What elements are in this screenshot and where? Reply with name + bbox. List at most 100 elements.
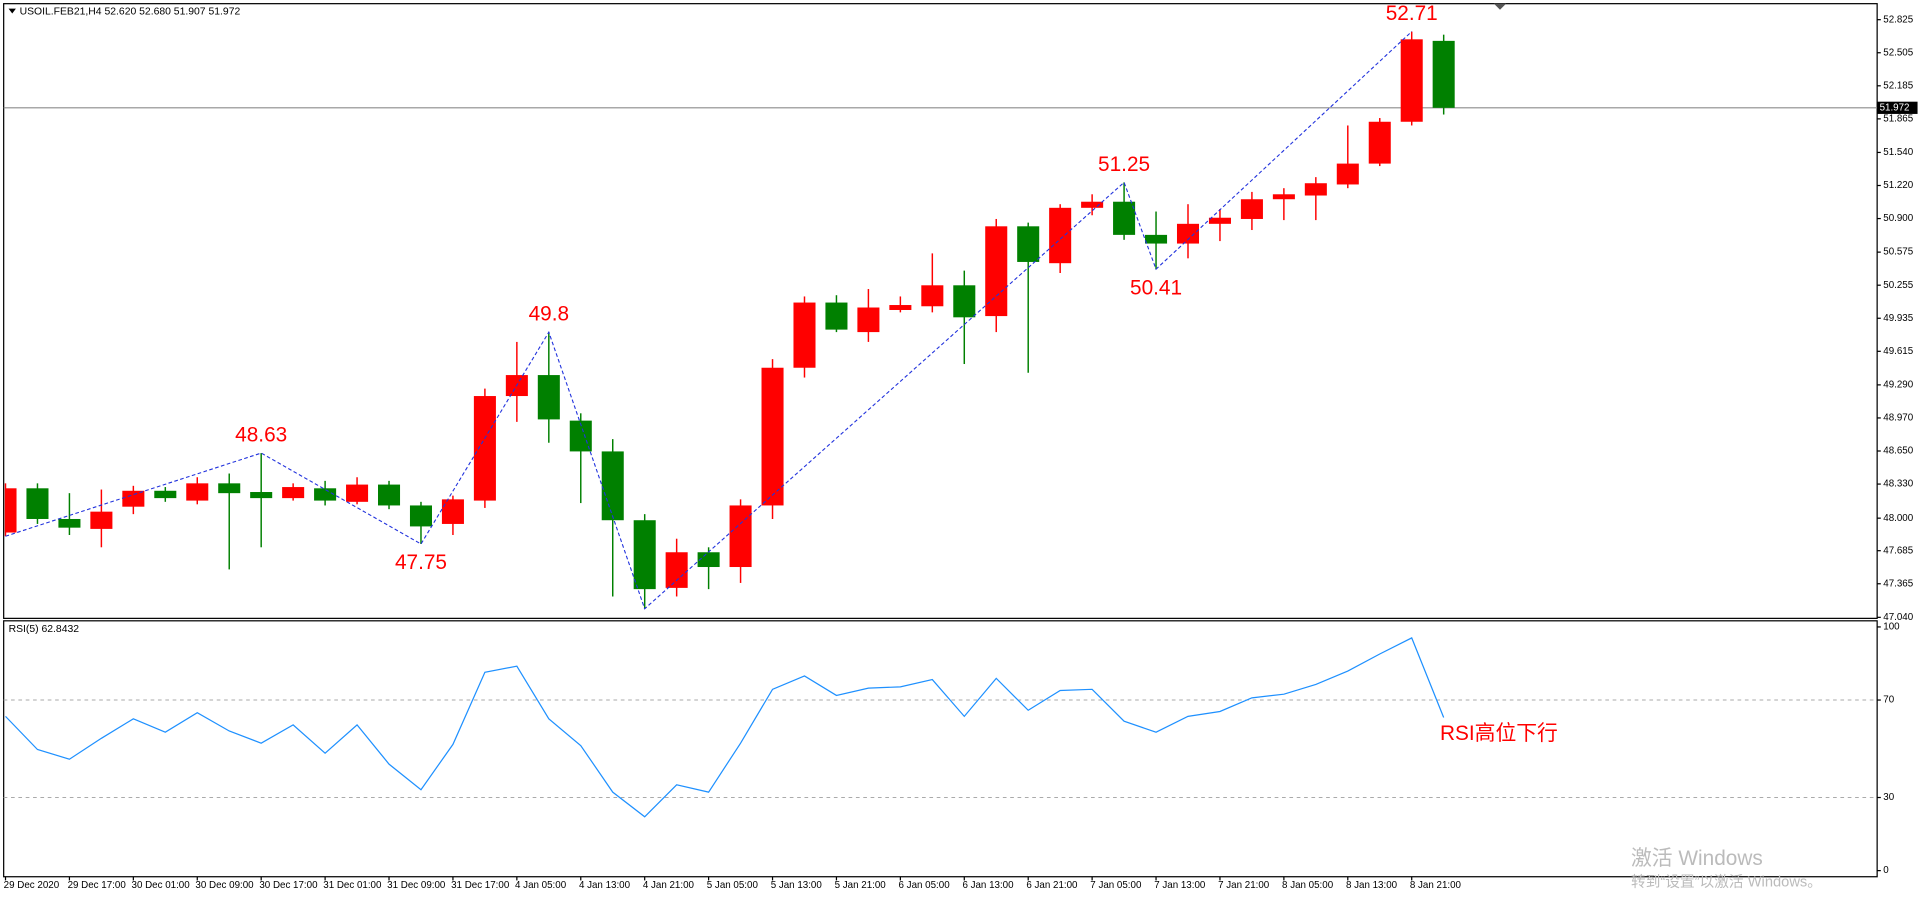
candle-body — [665, 552, 688, 588]
candle-body — [953, 285, 976, 318]
y-tick-label: 47.685 — [1883, 545, 1913, 556]
y-tick-label: 52.185 — [1883, 80, 1913, 91]
candle-body — [1049, 207, 1072, 264]
y-tick-label: 100 — [1883, 622, 1900, 633]
candle-body — [1368, 121, 1391, 164]
candle-body — [793, 302, 816, 368]
candle-body — [761, 367, 784, 506]
y-tick-label: 51.540 — [1883, 147, 1913, 158]
candle-body — [186, 483, 209, 501]
candle-body — [250, 492, 273, 499]
y-tick-label: 52.825 — [1883, 14, 1913, 25]
candle-body — [441, 499, 464, 524]
candle-body — [154, 490, 177, 499]
candle-body — [218, 483, 241, 494]
candle-body — [58, 518, 81, 528]
x-tick-label: 8 Jan 13:00 — [1346, 880, 1398, 891]
x-tick-label: 5 Jan 21:00 — [835, 880, 887, 891]
x-tick-label: 5 Jan 05:00 — [707, 880, 759, 891]
x-tick-label: 6 Jan 05:00 — [899, 880, 951, 891]
candle-body — [1336, 163, 1359, 185]
candle-body — [26, 488, 49, 519]
x-tick-label: 7 Jan 05:00 — [1090, 880, 1142, 891]
candle-body — [569, 420, 592, 452]
shift-marker — [1493, 3, 1507, 10]
x-tick-label: 31 Dec 01:00 — [323, 880, 382, 891]
current-price-box — [1877, 101, 1918, 114]
candle-body — [1432, 40, 1455, 108]
candle-body — [4, 488, 17, 533]
pivot-label: 50.41 — [1130, 276, 1182, 299]
candle-body — [697, 552, 720, 568]
candle-body — [1081, 201, 1104, 208]
y-tick-label: 0 — [1883, 865, 1889, 876]
x-tick-label: 31 Dec 09:00 — [387, 880, 446, 891]
x-tick-label: 30 Dec 17:00 — [259, 880, 318, 891]
x-tick-label: 7 Jan 21:00 — [1218, 880, 1270, 891]
rsi-panel — [3, 620, 1878, 878]
candle-body — [601, 451, 624, 521]
x-tick-label: 5 Jan 13:00 — [771, 880, 823, 891]
current-price-label: 51.972 — [1880, 102, 1910, 113]
candle-body — [1400, 39, 1423, 122]
candle-body — [1240, 199, 1263, 219]
candle-body — [921, 285, 944, 307]
x-tick-label: 30 Dec 09:00 — [195, 880, 254, 891]
candle-body — [314, 488, 337, 501]
y-tick-label: 48.000 — [1883, 513, 1913, 524]
chart-title: USOIL.FEB21,H4 52.620 52.680 51.907 51.9… — [20, 6, 241, 17]
pivot-label: 48.63 — [235, 423, 287, 446]
candle-body — [1113, 201, 1136, 235]
pivot-label: 49.8 — [529, 303, 569, 326]
y-tick-label: 49.615 — [1883, 346, 1913, 357]
x-tick-label: 29 Dec 2020 — [4, 880, 60, 891]
rsi-annotation: RSI高位下行 — [1440, 722, 1558, 745]
candle-body — [825, 302, 848, 330]
y-tick-label: 52.505 — [1883, 47, 1913, 58]
pivot-label: 52.71 — [1386, 2, 1438, 25]
candle-body — [346, 484, 369, 502]
pivot-label: 51.25 — [1098, 153, 1150, 176]
y-tick-label: 49.935 — [1883, 313, 1913, 324]
candle-body — [1304, 183, 1327, 196]
x-tick-label: 4 Jan 13:00 — [579, 880, 631, 891]
rsi-title: RSI(5) 62.8432 — [9, 624, 80, 635]
y-tick-label: 48.650 — [1883, 446, 1913, 457]
price-panel — [3, 3, 1878, 619]
y-tick-label: 47.040 — [1883, 612, 1913, 623]
candle-body — [537, 375, 560, 420]
candle-body — [857, 307, 880, 333]
candle-body — [378, 484, 401, 506]
y-tick-label: 48.330 — [1883, 479, 1913, 490]
y-tick-label: 47.365 — [1883, 578, 1913, 589]
candle-body — [985, 226, 1008, 317]
y-tick-label: 50.575 — [1883, 247, 1913, 258]
watermark-title: 激活 Windows — [1631, 847, 1763, 870]
zigzag-line — [5, 31, 1413, 610]
candle-body — [409, 505, 432, 527]
candle-body — [122, 490, 145, 507]
y-tick-label: 30 — [1883, 792, 1894, 803]
pivot-label: 47.75 — [395, 551, 447, 574]
x-tick-label: 31 Dec 17:00 — [451, 880, 510, 891]
y-tick-label: 48.970 — [1883, 413, 1913, 424]
y-tick-label: 50.255 — [1883, 280, 1913, 291]
x-tick-label: 8 Jan 05:00 — [1282, 880, 1334, 891]
candle-body — [473, 396, 496, 501]
y-tick-label: 51.220 — [1883, 180, 1913, 191]
candle-body — [1272, 194, 1295, 200]
candle-body — [633, 520, 656, 590]
x-tick-label: 4 Jan 21:00 — [643, 880, 695, 891]
watermark-subtitle: 转到“设置”以激活 Windows。 — [1631, 874, 1822, 891]
candle-body — [729, 505, 752, 568]
candle-body — [1208, 217, 1231, 224]
title-marker — [8, 8, 16, 14]
y-tick-label: 51.865 — [1883, 113, 1913, 124]
candle-body — [889, 305, 912, 310]
y-tick-label: 50.900 — [1883, 213, 1913, 224]
x-tick-label: 8 Jan 21:00 — [1410, 880, 1462, 891]
x-tick-label: 7 Jan 13:00 — [1154, 880, 1206, 891]
x-tick-label: 30 Dec 01:00 — [132, 880, 191, 891]
x-tick-label: 29 Dec 17:00 — [68, 880, 127, 891]
